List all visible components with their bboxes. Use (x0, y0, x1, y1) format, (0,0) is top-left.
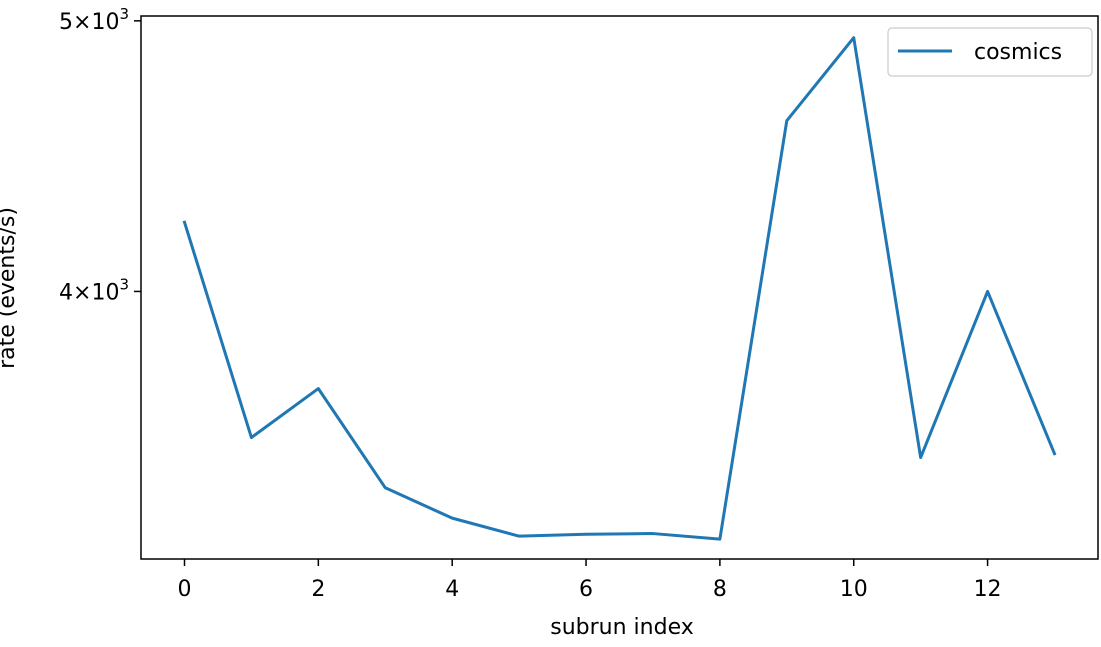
y-tick-times-sign: × (73, 10, 91, 35)
legend: cosmics (887, 27, 1093, 77)
x-tick-label: 12 (974, 577, 1002, 602)
y-tick-exponent: 3 (119, 275, 129, 293)
x-tick-label: 4 (445, 577, 459, 602)
x-tick-label: 8 (713, 577, 727, 602)
y-tick-label: 5×103 (59, 5, 129, 35)
series-line-cosmics (182, 36, 1057, 541)
x-tick-label: 0 (178, 577, 192, 602)
x-tick-label: 10 (840, 577, 868, 602)
y-tick-times-sign: × (73, 280, 91, 305)
y-tick-mantissa: 5 (59, 10, 73, 35)
x-tick-label: 6 (579, 577, 593, 602)
series-group (182, 36, 1057, 541)
x-axis-label: subrun index (550, 615, 693, 640)
y-tick-label: 4×103 (59, 275, 129, 305)
y-tick-mantissa: 4 (59, 280, 73, 305)
x-tick-label: 2 (311, 577, 325, 602)
y-tick-exponent: 3 (119, 5, 129, 23)
legend-box (887, 27, 1093, 77)
y-tick-base: 10 (91, 10, 119, 35)
y-tick-base: 10 (91, 280, 119, 305)
x-axis-ticks: 0 2 4 6 8 10 12 (178, 559, 1002, 602)
axes-frame (140, 15, 1099, 560)
y-axis-label: rate (events/s) (0, 207, 20, 369)
legend-label-cosmics: cosmics (974, 40, 1062, 65)
